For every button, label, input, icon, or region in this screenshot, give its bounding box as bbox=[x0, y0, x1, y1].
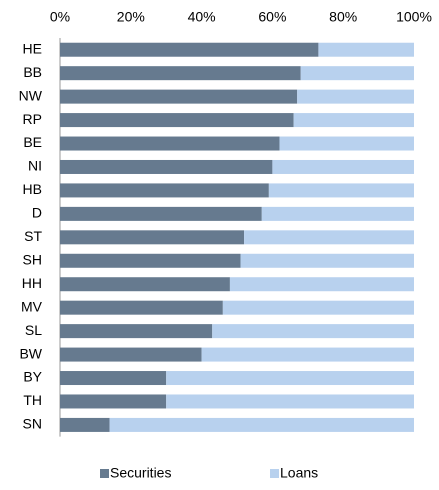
bar-segment bbox=[222, 300, 414, 315]
x-tick-label: 100% bbox=[396, 9, 432, 25]
bar-segment bbox=[212, 324, 414, 339]
y-tick-label: BW bbox=[19, 345, 42, 361]
x-tick-label: 0% bbox=[50, 9, 70, 25]
bar-segment bbox=[318, 42, 414, 57]
bar-segment bbox=[166, 371, 414, 386]
bar-segment bbox=[60, 159, 273, 174]
bar-segment bbox=[297, 89, 414, 104]
bar-segment bbox=[229, 277, 414, 292]
bar-segment bbox=[60, 206, 262, 221]
legend-label: Loans bbox=[280, 465, 318, 481]
legend-swatch bbox=[270, 469, 279, 478]
y-tick-label: MV bbox=[21, 298, 43, 314]
legend-label: Securities bbox=[110, 465, 171, 481]
y-tick-label: TH bbox=[23, 392, 42, 408]
bar-segment bbox=[201, 347, 414, 362]
bar-segment bbox=[279, 136, 414, 151]
bar-segment bbox=[244, 230, 414, 245]
y-tick-label: BE bbox=[23, 134, 42, 150]
y-tick-label: D bbox=[32, 205, 42, 221]
bar-segment bbox=[293, 113, 414, 128]
bar-segment bbox=[60, 347, 202, 362]
bar-segment bbox=[60, 89, 298, 104]
x-tick-label: 60% bbox=[258, 9, 286, 25]
y-tick-label: BY bbox=[23, 369, 42, 385]
bar-segment bbox=[60, 417, 110, 432]
y-tick-label: HE bbox=[23, 40, 42, 56]
x-tick-label: 80% bbox=[329, 9, 357, 25]
bar-segment bbox=[60, 277, 230, 292]
x-tick-label: 40% bbox=[188, 9, 216, 25]
bar-segment bbox=[60, 113, 294, 128]
bar-segment bbox=[60, 183, 269, 198]
bar-segment bbox=[60, 230, 245, 245]
legend-swatch bbox=[100, 469, 109, 478]
bar-segment bbox=[60, 66, 301, 81]
bar-segment bbox=[60, 394, 167, 409]
bar-segment bbox=[240, 253, 414, 268]
y-tick-label: SL bbox=[25, 322, 42, 338]
bar-segment bbox=[60, 371, 167, 386]
bar-segment bbox=[261, 206, 414, 221]
y-tick-label: ST bbox=[24, 228, 42, 244]
y-tick-label: BB bbox=[23, 64, 42, 80]
bar-segment bbox=[60, 253, 241, 268]
y-tick-label: SH bbox=[23, 251, 42, 267]
bar-segment bbox=[60, 300, 223, 315]
y-tick-label: SN bbox=[23, 416, 42, 432]
bar-segment bbox=[166, 394, 414, 409]
y-tick-label: NI bbox=[28, 158, 42, 174]
bar-segment bbox=[272, 159, 414, 174]
bar-segment bbox=[268, 183, 414, 198]
y-tick-label: HB bbox=[23, 181, 42, 197]
bar-segment bbox=[60, 136, 280, 151]
bar-segment bbox=[109, 417, 414, 432]
bar-segment bbox=[60, 42, 319, 57]
bar-segment bbox=[300, 66, 414, 81]
y-tick-label: NW bbox=[19, 87, 43, 103]
y-tick-label: RP bbox=[23, 111, 42, 127]
x-tick-label: 20% bbox=[117, 9, 145, 25]
bar-segment bbox=[60, 324, 213, 339]
y-tick-label: HH bbox=[22, 275, 42, 291]
